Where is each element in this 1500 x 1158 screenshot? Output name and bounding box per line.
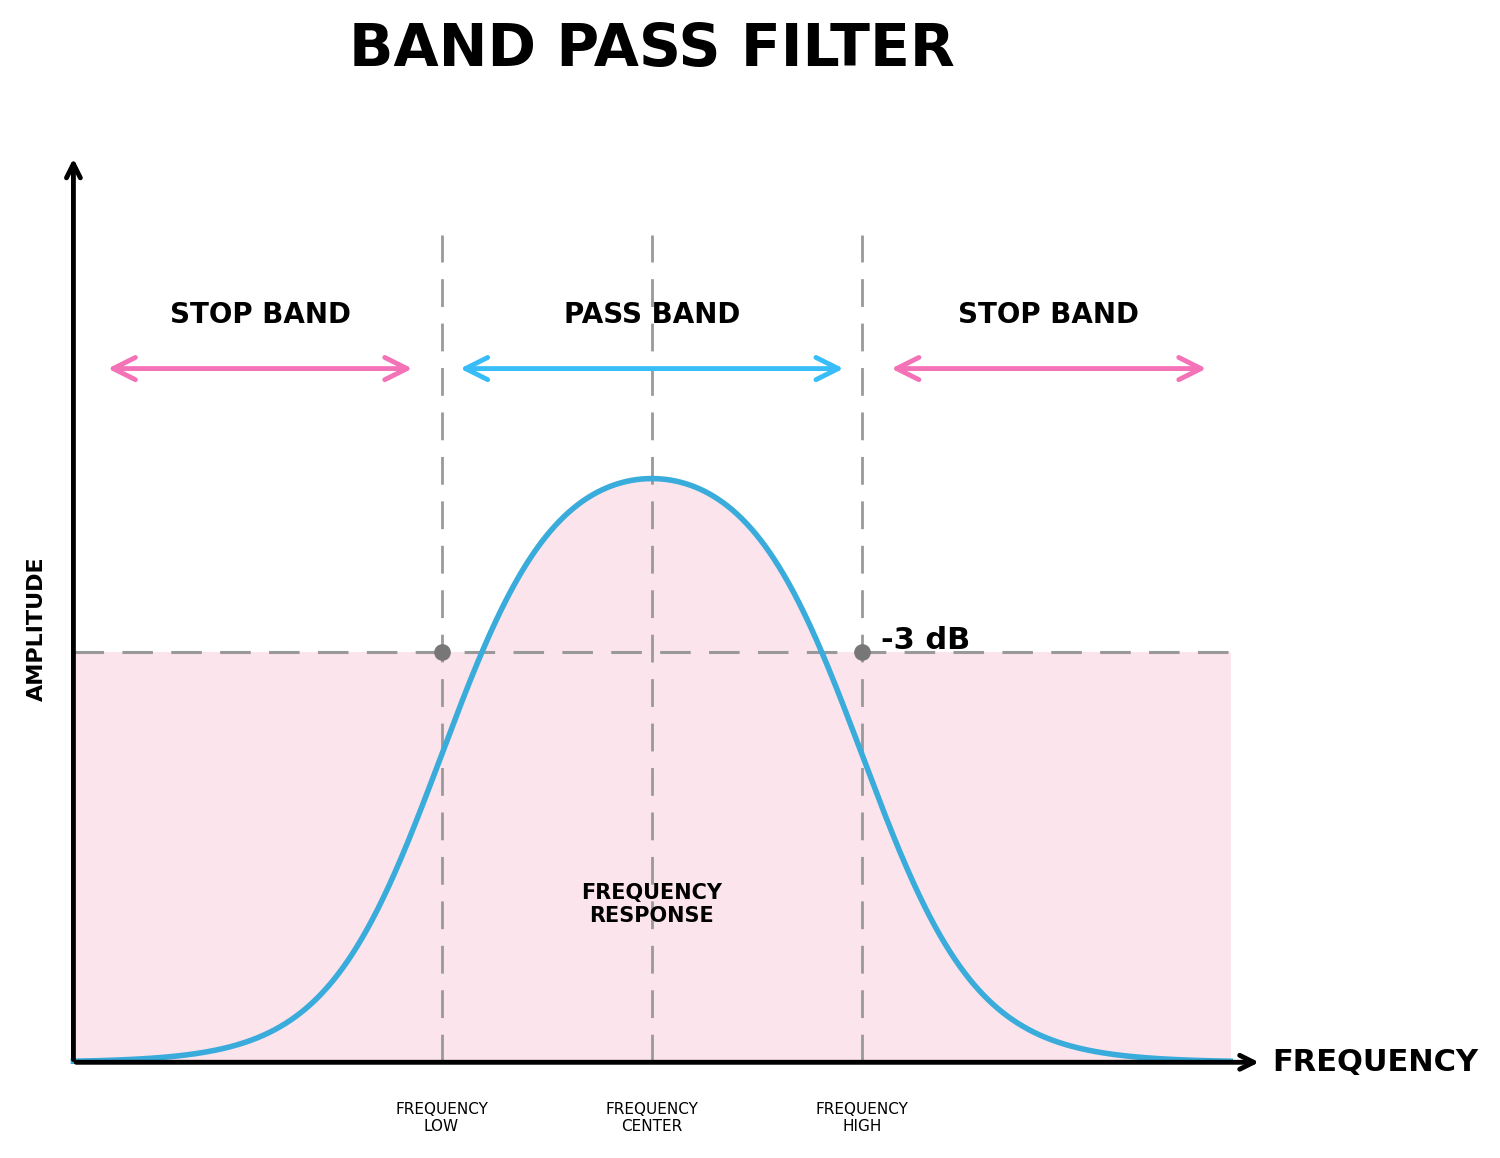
Text: FREQUENCY
RESPONSE: FREQUENCY RESPONSE (582, 884, 723, 926)
Text: STOP BAND: STOP BAND (170, 301, 351, 329)
Text: FREQUENCY
LOW: FREQUENCY LOW (394, 1101, 488, 1134)
Text: AMPLITUDE: AMPLITUDE (27, 556, 46, 701)
Title: BAND PASS FILTER: BAND PASS FILTER (350, 21, 956, 78)
Text: STOP BAND: STOP BAND (958, 301, 1140, 329)
Text: FREQUENCY
CENTER: FREQUENCY CENTER (606, 1101, 699, 1134)
Text: PASS BAND: PASS BAND (564, 301, 740, 329)
Text: FREQUENCY
HIGH: FREQUENCY HIGH (816, 1101, 909, 1134)
Text: -3 dB: -3 dB (880, 626, 971, 655)
Bar (74, 652, 1230, 1062)
Text: FREQUENCY: FREQUENCY (1272, 1048, 1479, 1077)
